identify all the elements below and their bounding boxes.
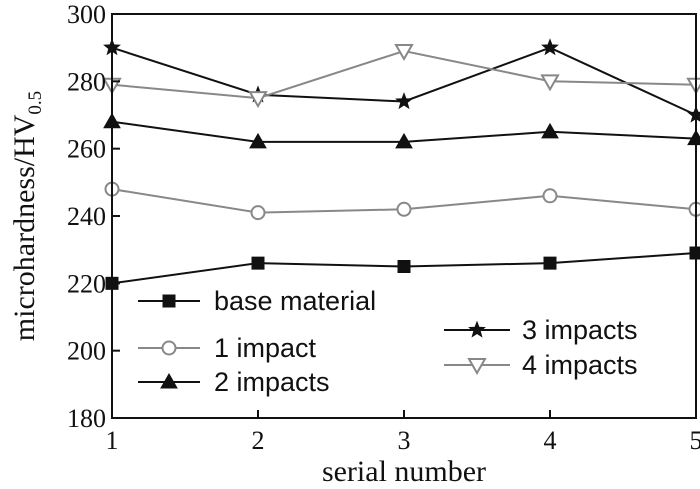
data-point — [397, 260, 411, 273]
y-axis-label-subscript: 0.5 — [25, 91, 46, 115]
data-point — [541, 38, 559, 56]
y-tick-label: 300 — [67, 0, 106, 29]
series-3 — [103, 112, 700, 149]
legend-label: 3 impacts — [522, 315, 638, 345]
y-tick-label: 240 — [67, 202, 106, 231]
legend-label: 2 impacts — [214, 367, 330, 397]
legend-marker — [162, 294, 176, 308]
x-axis-label: serial number — [322, 455, 486, 488]
legend-marker — [467, 358, 487, 376]
legend-label: 4 impacts — [522, 350, 638, 380]
x-tick-label: 1 — [106, 426, 119, 455]
legend: base material 1 impact 2 impacts 3 impacts 4… — [138, 286, 638, 397]
data-point — [687, 105, 700, 123]
series-2 — [104, 181, 700, 221]
axis-ticks: 1 2 3 4 5 180 200 220 240 260 280 300 — [67, 0, 700, 455]
legend-marker — [161, 340, 177, 356]
data-point — [249, 132, 267, 149]
data-point — [395, 92, 413, 110]
data-point — [394, 44, 414, 62]
legend-label: 1 impact — [214, 333, 317, 363]
y-tick-label: 280 — [67, 67, 106, 96]
data-point — [251, 256, 265, 270]
y-axis-label: microhardness/HV0.5 — [8, 91, 46, 341]
x-tick-label: 5 — [690, 426, 700, 455]
data-point — [395, 132, 413, 149]
y-tick-label: 200 — [67, 337, 106, 366]
y-axis-label-main: microhardness/HV — [8, 114, 41, 341]
legend-item: 3 impacts — [444, 315, 638, 345]
data-point — [540, 74, 560, 92]
legend-marker — [160, 372, 178, 389]
data-point — [250, 205, 266, 221]
x-tick-label: 2 — [252, 426, 265, 455]
legend-item: 4 impacts — [444, 350, 638, 380]
data-point — [688, 201, 700, 217]
x-tick-label: 4 — [544, 426, 557, 455]
data-point — [541, 122, 559, 139]
series-layer — [102, 38, 700, 290]
y-tick-label: 180 — [67, 404, 106, 433]
legend-item: 2 impacts — [138, 367, 330, 397]
data-point — [542, 188, 558, 204]
data-point — [396, 201, 412, 217]
legend-marker — [468, 320, 486, 338]
legend-item: 1 impact — [138, 333, 317, 363]
y-tick-label: 260 — [67, 135, 106, 164]
data-point — [248, 91, 268, 109]
data-point — [543, 256, 557, 270]
x-tick-label: 3 — [398, 426, 411, 455]
legend-label: base material — [214, 286, 376, 316]
series-1 — [105, 246, 700, 290]
data-point — [686, 77, 700, 95]
legend-item: base material — [138, 286, 376, 316]
y-tick-label: 220 — [67, 269, 106, 298]
